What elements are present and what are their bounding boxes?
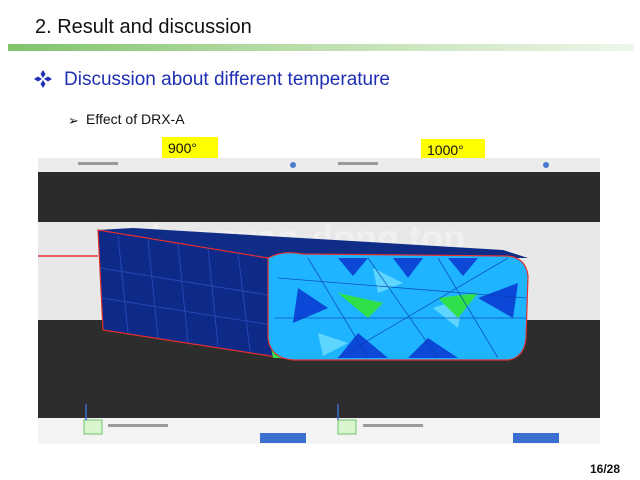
window-bar-icon [290,162,296,168]
workpiece-end-face [267,252,529,361]
arrow-bullet-icon: ➢ [68,113,79,128]
simulation-figure: zhuanyan-dong.top [38,158,600,444]
window-bar-top [38,158,600,172]
section-heading: Discussion about different temperature [64,69,390,90]
title-underline-bar [8,44,634,51]
sub-heading: Effect of DRX-A [86,111,185,127]
window-bar-icon [543,162,549,168]
diamond-bullet-icon [34,70,52,88]
window-bar-bottom [38,418,600,444]
slide-title: 2. Result and discussion [35,16,252,38]
window-bar-text [338,162,378,165]
window-bar-text [78,162,118,165]
workpiece-top-face [98,228,528,258]
temperature-label-left: 900° [162,137,218,162]
upper-die [38,172,600,222]
page-number: 16/28 [589,462,620,476]
